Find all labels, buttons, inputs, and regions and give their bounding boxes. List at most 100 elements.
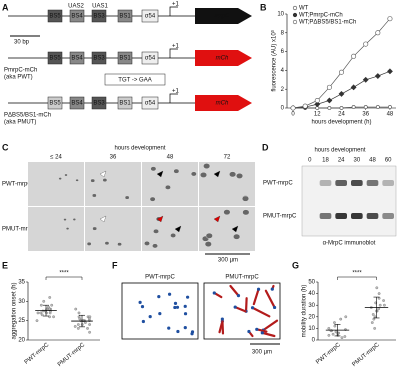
site-label: BS1: [119, 56, 131, 62]
x-tick-label: 24: [338, 112, 345, 118]
band: [351, 213, 363, 219]
aggregate: [65, 227, 70, 231]
marker: [339, 106, 344, 110]
tss-arrow: [169, 48, 178, 58]
data-point: [36, 311, 40, 315]
aggregate: [72, 218, 77, 221]
site-label: BS1: [119, 14, 131, 20]
binding-site: [47, 51, 63, 65]
data-point: [35, 319, 39, 323]
marker: [350, 84, 357, 91]
sigma-box: [141, 9, 159, 23]
y-axis-label: mobility duration (h): [302, 285, 308, 338]
marker: [351, 53, 357, 59]
data-point: [334, 330, 338, 334]
group-label: PMUT-mrpC: [351, 342, 381, 368]
aggregate: [236, 173, 244, 179]
data-point: [333, 321, 336, 324]
marker: [326, 97, 333, 104]
data-point: [373, 315, 377, 319]
data-point: [52, 315, 55, 319]
arrowhead: [156, 170, 164, 178]
aggregate: [63, 218, 67, 221]
data-point: [88, 315, 92, 319]
cell-cluster: [233, 305, 237, 309]
cell-cluster: [186, 295, 190, 299]
data-point: [327, 334, 331, 337]
x-tick-label: 36: [362, 112, 369, 118]
uas-label: UAS2: [68, 4, 84, 10]
marker: [314, 97, 320, 103]
band: [319, 213, 332, 219]
cell-cluster: [173, 305, 177, 310]
data-point: [48, 296, 52, 299]
y-tick-label: 40: [308, 291, 315, 297]
data-point: [47, 307, 51, 311]
y-axis-label: aggregation onset (h): [12, 282, 18, 339]
binding-site: [117, 51, 133, 65]
cell-cluster: [256, 287, 261, 291]
x-axis-label: hours development (h): [311, 120, 371, 126]
site-label: BS1: [119, 101, 131, 107]
binding-site: [47, 9, 63, 23]
data-point: [375, 286, 379, 290]
y-tick-label: 8: [281, 30, 285, 36]
data-point: [340, 336, 344, 340]
d-caption: α-MrpC immunoblot: [323, 241, 376, 247]
aggregate: [104, 241, 110, 246]
arrowhead: [156, 215, 164, 223]
site-label: BS3: [93, 14, 105, 20]
legend-marker: [292, 12, 298, 18]
data-point: [77, 311, 81, 315]
data-point: [327, 327, 331, 330]
y-tick-label: 0: [281, 106, 285, 112]
cell-cluster: [141, 319, 145, 324]
group-label: PWT-mrpC: [315, 342, 342, 366]
band: [351, 180, 363, 186]
sigma-box: [141, 96, 159, 110]
marker: [338, 69, 344, 75]
site-label: BS5: [49, 56, 61, 62]
data-point: [370, 321, 374, 324]
site-label: BS4: [71, 14, 83, 20]
f-scale-label: 300 µm: [252, 350, 272, 356]
cell-cluster: [250, 306, 255, 310]
cell-cluster: [273, 305, 277, 310]
arrowhead: [99, 170, 107, 178]
mutation-box: [104, 73, 166, 86]
tss-label: +1: [172, 44, 180, 50]
track: [264, 289, 276, 309]
cell-cluster: [176, 329, 180, 334]
cell-cluster: [167, 292, 172, 296]
x-tick-label: 12: [314, 112, 321, 118]
band: [382, 213, 394, 219]
panel-label: B: [260, 2, 267, 12]
d-lane-label: 30: [353, 158, 360, 164]
binding-site: [69, 96, 85, 110]
track: [255, 328, 268, 333]
gene-arrow: [195, 8, 252, 24]
micrograph: [28, 162, 84, 206]
x-tick-label: 0: [291, 112, 295, 118]
panel-label: G: [292, 260, 299, 270]
tss-label: +1: [172, 2, 180, 8]
arrowhead: [174, 225, 182, 233]
legend-label: WT: [299, 6, 309, 12]
legend-marker: [292, 19, 298, 25]
site-label: BS3: [93, 56, 105, 62]
marker: [314, 101, 321, 108]
d-row-label: PMUT-mrpC: [263, 214, 297, 220]
c-header: hours development: [114, 146, 165, 152]
band: [335, 180, 347, 186]
track: [229, 284, 240, 297]
data-point: [88, 330, 91, 334]
data-point: [40, 303, 43, 307]
cell-cluster: [220, 317, 224, 321]
cell-cluster: [173, 301, 178, 306]
aggregate: [144, 241, 150, 246]
data-point: [371, 313, 375, 316]
aggregate: [150, 166, 157, 172]
x-tick-label: 48: [387, 112, 394, 118]
panel-label: A: [2, 2, 9, 12]
data-point: [40, 313, 44, 317]
